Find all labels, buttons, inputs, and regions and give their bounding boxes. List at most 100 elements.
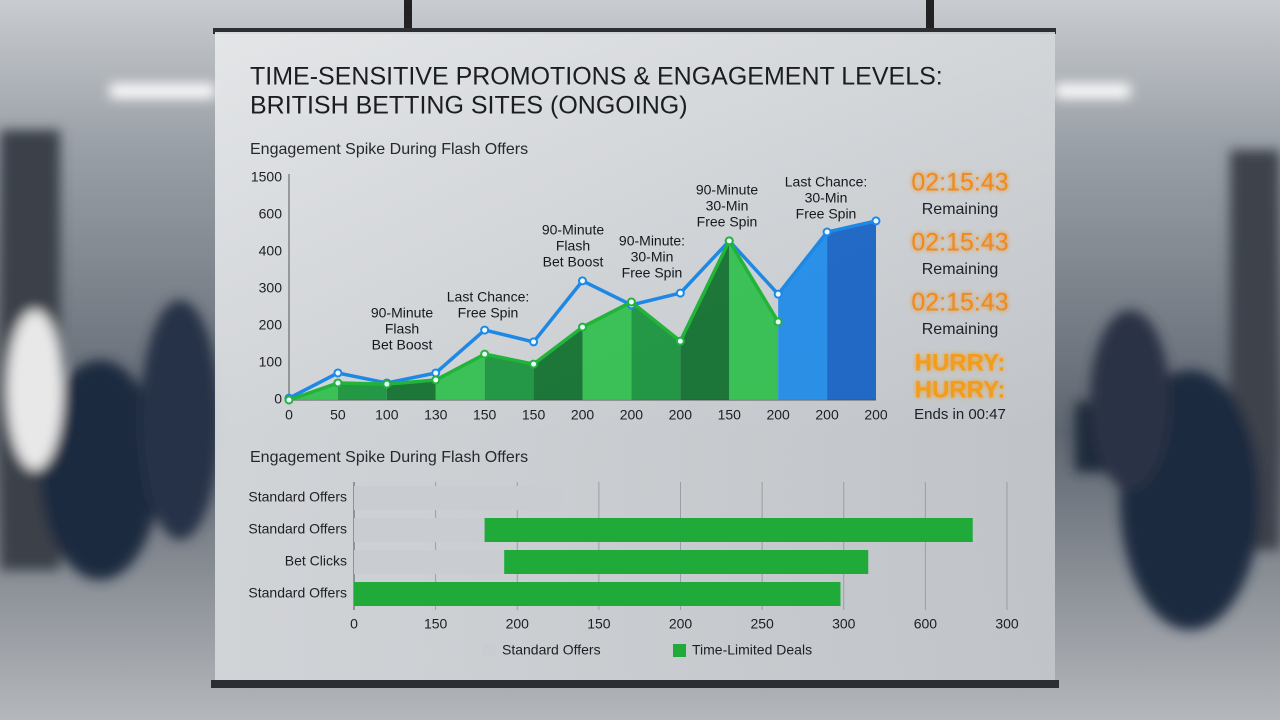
x-tick-label: 200 [571,407,595,423]
data-point [529,337,539,347]
data-point [675,288,685,298]
x-tick-label: 200 [766,407,790,423]
timer: 02:15:43 [911,229,1008,257]
x-tick-label: 0 [285,407,293,423]
data-point [578,322,587,332]
annotation: Last Chance: [447,289,530,305]
x-tick-label: 250 [750,616,774,632]
annotation: Free Spin [458,305,519,321]
annotation: 30-Min [631,249,674,265]
chart-title: Engagement Spike During Flash Offers [250,141,528,158]
data-point [626,297,636,307]
data-point [431,375,441,385]
data-point [822,227,832,237]
x-tick-label: 100 [375,407,399,423]
data-point [724,236,734,246]
annotation: 90-Minute [696,182,758,198]
timer: 02:15:43 [911,289,1008,317]
x-tick-label: 600 [914,616,938,632]
area-band [631,301,681,400]
mount [404,0,412,30]
legend-swatch [673,644,686,657]
y-tick-label: 100 [259,354,283,370]
x-tick-label: 200 [669,616,693,632]
hurry-text: HURRY: [915,376,1006,403]
bar [354,582,841,606]
annotation: Free Spin [796,206,857,222]
area-band [386,380,436,400]
annotation: 30-Min [706,198,749,214]
timer-label: Remaining [922,321,998,338]
x-tick-label: 200 [669,407,693,423]
annotation: Bet Boost [543,254,604,270]
data-point [333,368,343,378]
annotation: 30-Min [805,190,848,206]
data-point [578,276,587,286]
area-band [582,301,632,400]
bar [354,486,562,510]
data-point [480,325,490,335]
y-tick-label: 300 [259,280,283,296]
timer: 02:15:43 [911,169,1008,197]
area-band [484,354,534,400]
screen-rail [213,28,1056,34]
timer-label: Remaining [922,261,998,278]
x-tick-label: 300 [995,616,1019,632]
page-title: TIME-SENSITIVE PROMOTIONS & ENGAGEMENT L… [250,63,943,91]
area-band [680,240,730,400]
y-tick-label: 200 [259,317,283,333]
bar [354,550,505,574]
annotation: 90-Minute [542,222,604,238]
x-tick-label: 0 [350,616,358,632]
chart-title: Engagement Spike During Flash Offers [250,449,528,466]
y-tick-label: 600 [259,206,283,222]
x-tick-label: 200 [815,407,839,423]
x-tick-label: 300 [832,616,856,632]
data-point [284,395,294,405]
data-point [773,289,783,299]
x-tick-label: 200 [506,616,530,632]
bar [354,518,485,542]
area-band [778,232,828,400]
data-point [529,359,539,369]
office-blur [0,84,1280,630]
annotation: Bet Boost [372,337,433,353]
bar [484,518,973,542]
data-point [773,317,783,327]
area-band [533,327,583,400]
y-tick-label: Standard Offers [248,489,347,505]
y-tick-label: 0 [274,391,282,407]
legend-swatch [483,644,496,657]
y-tick-label: Standard Offers [248,521,347,537]
mount [926,0,934,30]
data-point [871,216,881,226]
x-tick-label: 200 [620,407,644,423]
x-tick-label: 150 [424,616,448,632]
annotation: 90-Minute [371,305,433,321]
x-tick-label: 150 [522,407,546,423]
hurry-text: HURRY: [915,349,1006,376]
area-band [435,354,485,400]
x-tick-label: 130 [424,407,448,423]
legend-label: Time-Limited Deals [692,642,812,658]
area-band [729,240,779,400]
annotation: Flash [385,321,419,337]
x-tick-label: 150 [718,407,742,423]
area-band [337,382,387,400]
x-tick-label: 50 [330,407,346,423]
page-title: BRITISH BETTING SITES (ONGOING) [250,92,688,120]
annotation: Last Chance: [785,174,868,190]
y-tick-label: Bet Clicks [285,553,347,569]
x-tick-label: 200 [864,407,888,423]
annotation: 90-Minute: [619,233,685,249]
y-tick-label: 1500 [251,169,282,185]
y-tick-label: 400 [259,243,283,259]
annotation: Flash [556,238,590,254]
timer-label: Remaining [922,201,998,218]
data-point [333,378,343,388]
legend-label: Standard Offers [502,642,601,658]
ends-text: Ends in 00:47 [914,406,1006,423]
screen-rail [211,680,1059,688]
